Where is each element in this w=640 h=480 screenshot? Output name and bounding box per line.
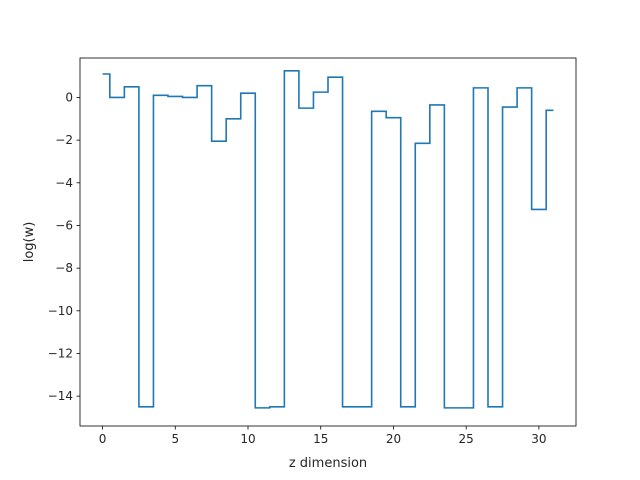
y-tick-label: −4 (55, 176, 73, 190)
x-tick-label: 5 (171, 432, 179, 446)
y-tick-label: −10 (48, 304, 73, 318)
x-tick-label: 10 (240, 432, 255, 446)
x-tick-label: 25 (459, 432, 474, 446)
x-tick-label: 0 (99, 432, 107, 446)
x-tick-label: 20 (386, 432, 401, 446)
y-tick-label: −14 (48, 389, 73, 403)
y-tick-label: −8 (55, 261, 73, 275)
ticks: 0 5 10 15 20 25 30 0 −2 −4 −6 −8 −10 −12 −14 (48, 90, 547, 446)
y-tick-label: −12 (48, 346, 73, 360)
y-tick-label: −6 (55, 218, 73, 232)
series-line-0 (102, 70, 554, 409)
y-tick-label: 0 (65, 90, 73, 104)
x-tick-label: 30 (531, 432, 546, 446)
y-tick-label: −2 (55, 133, 73, 147)
x-tick-label: 15 (313, 432, 328, 446)
x-axis-label: z dimension (289, 456, 367, 471)
axes-frame (79, 57, 577, 427)
y-axis-label: log(w) (22, 222, 37, 263)
plot-area (102, 70, 554, 409)
